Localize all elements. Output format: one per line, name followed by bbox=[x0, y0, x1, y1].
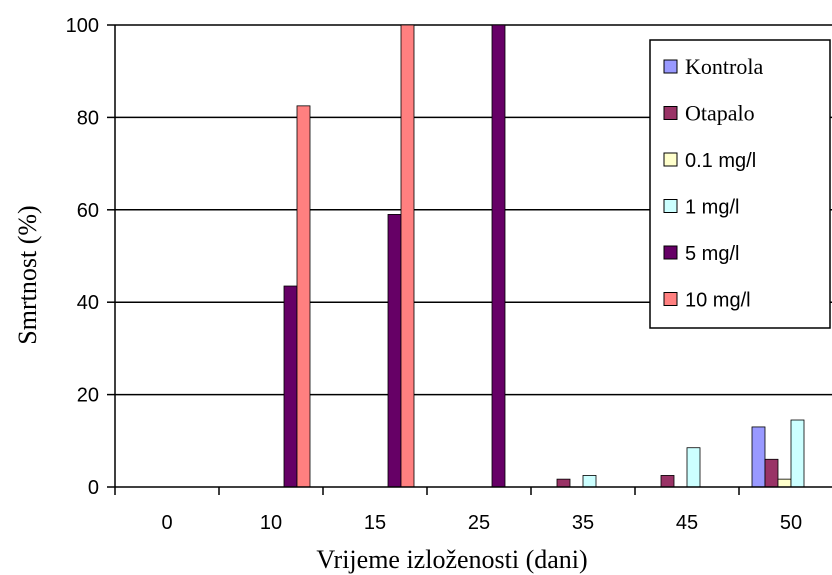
y-tick-label: 80 bbox=[77, 107, 99, 129]
legend: Kontrola Otapalo 0.1 mg/l 1 mg/l 5 mg/l 10 mg… bbox=[649, 39, 831, 329]
y-tick-labels: 0 20 40 60 80 100 bbox=[66, 15, 99, 499]
bar bbox=[660, 475, 675, 488]
bar bbox=[400, 24, 415, 488]
bar bbox=[491, 24, 506, 488]
y-tick-label: 40 bbox=[77, 292, 99, 314]
legend-box bbox=[649, 39, 831, 329]
bar bbox=[751, 426, 766, 488]
x-tick-label: 10 bbox=[260, 512, 282, 534]
bar bbox=[556, 478, 571, 488]
bar bbox=[582, 475, 597, 488]
x-axis-label: Vrijeme izloženosti (dani) bbox=[316, 545, 587, 574]
y-tick-label: 100 bbox=[66, 15, 99, 37]
legend-swatch bbox=[663, 199, 678, 213]
y-tick-label: 20 bbox=[77, 385, 99, 407]
bar bbox=[296, 105, 311, 488]
legend-label: 0.1 mg/l bbox=[685, 150, 756, 172]
legend-label: 1 mg/l bbox=[685, 197, 739, 219]
legend-label: 5 mg/l bbox=[685, 243, 739, 265]
x-tick-label: 45 bbox=[676, 512, 698, 534]
legend-swatch bbox=[663, 152, 678, 167]
legend-swatch bbox=[663, 292, 678, 306]
legend-swatch bbox=[663, 245, 678, 260]
axes bbox=[107, 24, 832, 495]
x-tick-label: 15 bbox=[364, 512, 386, 534]
x-tick-label: 25 bbox=[468, 512, 490, 534]
bar bbox=[686, 447, 701, 488]
bar bbox=[387, 214, 402, 488]
x-tick-label: 35 bbox=[572, 512, 594, 534]
x-tick-label: 50 bbox=[780, 512, 802, 534]
bar bbox=[283, 285, 298, 488]
bar bbox=[764, 458, 779, 488]
y-tick-label: 60 bbox=[77, 200, 99, 222]
legend-swatch bbox=[663, 59, 678, 74]
y-axis-label: Smrtnost (%) bbox=[13, 205, 42, 344]
legend-label: Kontrola bbox=[685, 54, 763, 79]
bar bbox=[777, 478, 792, 488]
x-tick-labels: 0 10 15 25 35 45 50 bbox=[161, 512, 802, 534]
bar bbox=[790, 419, 805, 488]
legend-label: Otapalo bbox=[685, 101, 755, 126]
bars bbox=[283, 24, 805, 488]
legend-swatch bbox=[663, 106, 678, 120]
legend-label: 10 mg/l bbox=[685, 290, 751, 312]
y-tick-label: 0 bbox=[88, 477, 99, 499]
x-tick-label: 0 bbox=[161, 512, 172, 534]
